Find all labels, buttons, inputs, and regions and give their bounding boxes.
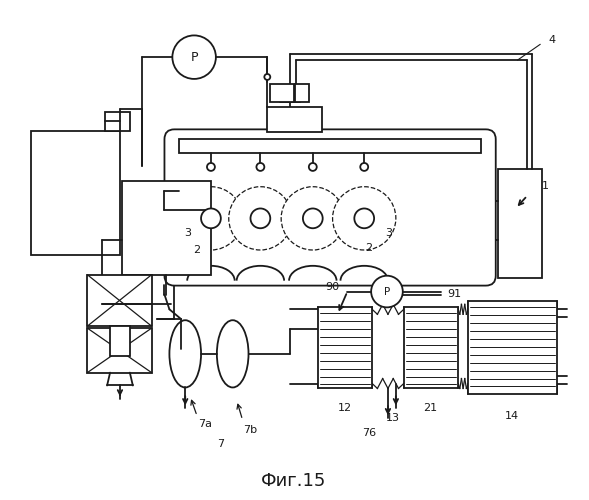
Circle shape	[281, 186, 345, 250]
Text: 21: 21	[423, 403, 438, 413]
Ellipse shape	[170, 320, 201, 388]
Circle shape	[173, 36, 216, 79]
Circle shape	[309, 163, 317, 171]
Circle shape	[333, 186, 396, 250]
Text: 14: 14	[505, 411, 519, 421]
Bar	[468, 302, 557, 394]
FancyBboxPatch shape	[164, 130, 496, 286]
Text: 3: 3	[184, 228, 191, 238]
Bar	[498, 169, 542, 278]
Circle shape	[250, 208, 270, 228]
Bar	[110, 326, 130, 356]
Circle shape	[371, 276, 403, 308]
Bar	[105, 112, 130, 132]
Text: 4: 4	[548, 36, 555, 46]
Bar	[404, 308, 458, 388]
Text: 90: 90	[326, 282, 340, 292]
Circle shape	[201, 208, 221, 228]
Bar	[295, 84, 309, 102]
Text: P: P	[190, 50, 198, 64]
Bar	[87, 328, 151, 372]
Circle shape	[256, 163, 264, 171]
Text: 7b: 7b	[243, 425, 257, 435]
Text: 13: 13	[386, 413, 400, 423]
Circle shape	[303, 208, 323, 228]
Text: 3: 3	[385, 228, 392, 238]
Text: 1: 1	[542, 180, 549, 190]
Bar	[317, 308, 372, 388]
Circle shape	[360, 163, 368, 171]
Ellipse shape	[217, 320, 249, 388]
Circle shape	[179, 186, 243, 250]
Text: 12: 12	[337, 403, 352, 413]
Bar	[179, 139, 481, 153]
Bar	[267, 106, 322, 132]
Circle shape	[229, 186, 292, 250]
Circle shape	[207, 163, 215, 171]
Text: Фиг.15: Фиг.15	[262, 472, 327, 490]
Bar	[87, 274, 151, 326]
Text: 7: 7	[217, 439, 224, 449]
Text: 2: 2	[366, 243, 373, 253]
Bar	[122, 181, 211, 274]
Text: 76: 76	[362, 428, 376, 438]
Text: 7a: 7a	[198, 419, 212, 429]
Circle shape	[355, 208, 374, 228]
Text: 2: 2	[194, 245, 201, 255]
Text: P: P	[384, 286, 390, 296]
Text: 91: 91	[447, 288, 461, 298]
Bar	[270, 84, 294, 102]
Bar	[31, 132, 120, 255]
Circle shape	[264, 74, 270, 80]
